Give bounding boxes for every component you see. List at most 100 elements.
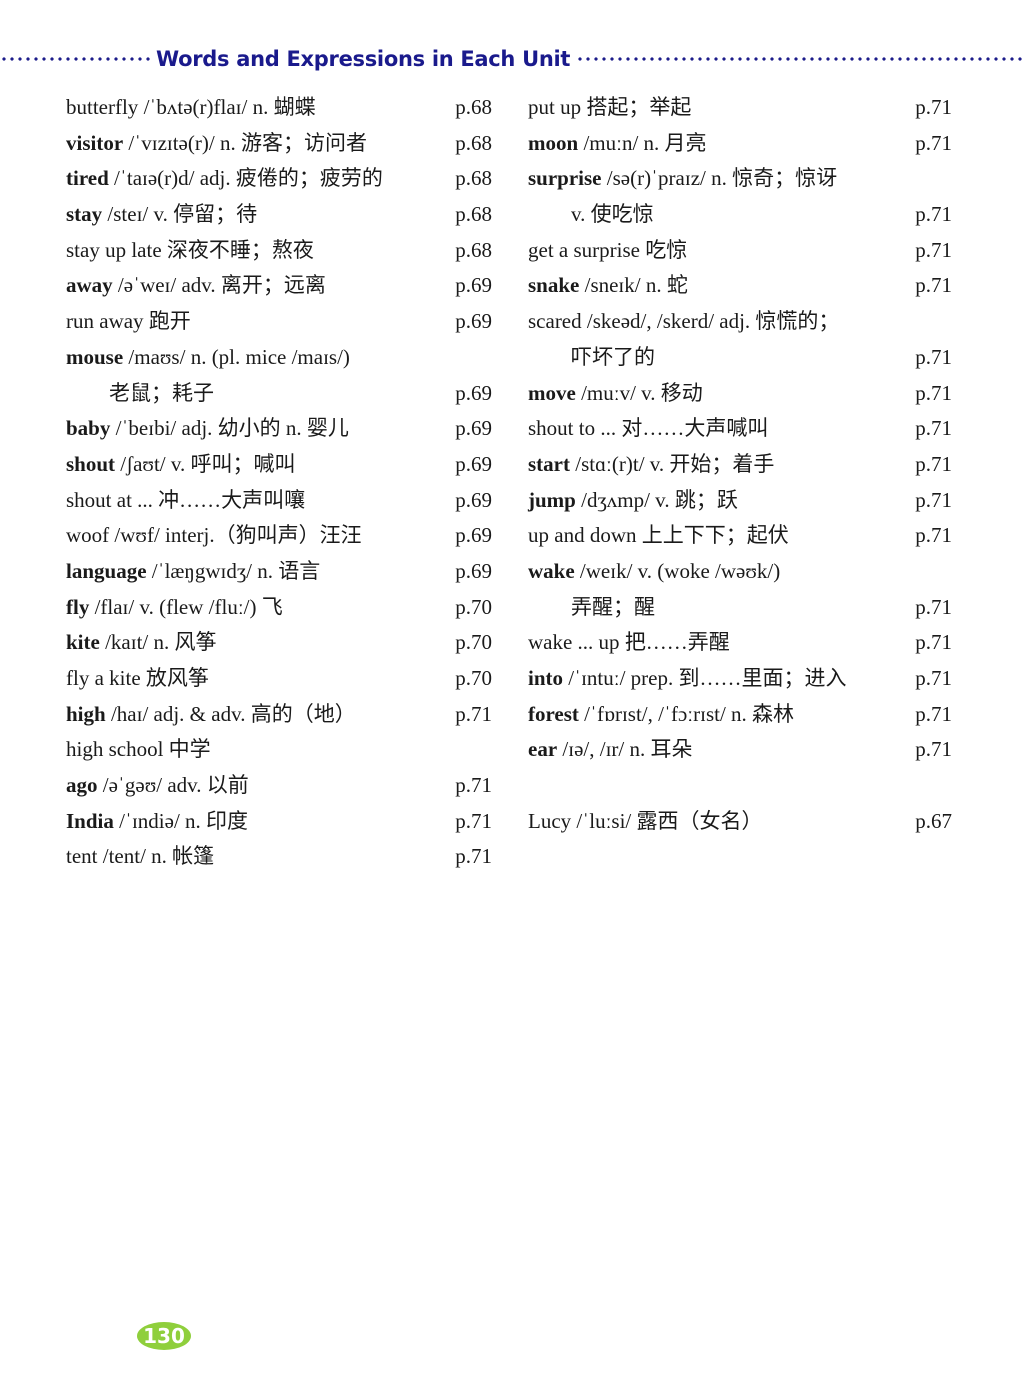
page-reference: p.71 <box>915 202 952 227</box>
definition: v. 使吃惊 <box>571 202 654 227</box>
page-reference: p.71 <box>915 666 952 690</box>
headword: visitor <box>66 130 124 155</box>
vocab-entry: away /əˈweɪ/ adv. 离开；远离 p.69 <box>66 268 496 304</box>
page-reference: p.71 <box>915 95 952 119</box>
headword: forest <box>528 701 579 726</box>
headword: butterfly <box>66 95 139 119</box>
vocab-entry: fly /flaɪ/ v. (flew /fluː/) 飞 p.70 <box>66 590 496 626</box>
definition: 冲……大声叫嚷 <box>152 487 306 512</box>
page-reference: p.71 <box>915 380 952 405</box>
definition: 中学 <box>163 737 211 762</box>
page-reference: p.71 <box>915 737 952 762</box>
vocab-entry: high /haɪ/ adj. & adv. 高的（地） p.71 <box>66 697 496 733</box>
headword: run away <box>66 309 144 334</box>
page-reference: p.71 <box>455 701 492 726</box>
definition: 弄醒；醒 <box>571 594 655 619</box>
vocab-entry: kite /kaɪt/ n. 风筝 p.70 <box>66 625 496 661</box>
headword: surprise <box>528 166 602 191</box>
headword: get a surprise <box>528 237 640 262</box>
headword: snake <box>528 273 580 298</box>
headword: put up <box>528 95 582 119</box>
definition: /weɪk/ v. (woke /wəʊk/) <box>574 558 781 583</box>
definition: /sə(r)ˈpraɪz/ n. 惊奇；惊讶 <box>601 166 838 191</box>
vocab-entry: move /muːv/ v. 移动 p.71 <box>528 376 958 412</box>
vocab-entry: ago /əˈgəʊ/ adv. 以前 p.71 <box>66 768 496 804</box>
vocab-entry: ear /ɪə/, /ɪr/ n. 耳朵 p.71 <box>528 732 958 768</box>
definition: /dʒʌmp/ v. 跳；跃 <box>575 487 738 512</box>
vocab-entry: scared /skeəd/, /skerd/ adj. 惊慌的； <box>528 304 958 340</box>
page-reference: p.71 <box>915 237 952 262</box>
headword: high school <box>66 737 164 762</box>
definition: /əˈweɪ/ adv. 离开；远离 <box>112 273 326 298</box>
headword: India <box>66 808 114 833</box>
definition: 上上下下；起伏 <box>636 523 789 548</box>
vocab-entry: jump /dʒʌmp/ v. 跳；跃 p.71 <box>528 483 958 519</box>
vocab-entry: shout to ... 对……大声喊叫 p.71 <box>528 411 958 447</box>
vocab-entry: mouse /maʊs/ n. (pl. mice /maɪs/) <box>66 340 496 376</box>
definition: /muːn/ n. 月亮 <box>578 130 707 155</box>
headword: high <box>66 701 106 726</box>
headword: wake ... up <box>528 630 620 655</box>
definition: /ˈlæŋgwɪdʒ/ n. 语言 <box>146 558 321 583</box>
headword: mouse <box>66 344 124 369</box>
definition: /ˈluːsi/ 露西（女名） <box>571 808 763 833</box>
page-reference: p.69 <box>455 523 492 548</box>
definition: /ˈfɒrɪst/, /ˈfɔːrɪst/ n. 森林 <box>578 701 795 726</box>
headword: into <box>528 666 564 690</box>
page-reference: p.70 <box>455 666 492 690</box>
page-reference: p.68 <box>455 237 492 262</box>
definition: /muːv/ v. 移动 <box>575 380 703 405</box>
headword: start <box>528 451 570 476</box>
vocab-entry: v. 使吃惊 p.71 <box>528 197 958 233</box>
vocab-entry: stay /steɪ/ v. 停留；待 p.68 <box>66 197 496 233</box>
page-reference: p.69 <box>455 558 492 583</box>
page-reference: p.69 <box>455 273 492 298</box>
vocab-entry: up and down 上上下下；起伏 p.71 <box>528 518 958 554</box>
page-reference: p.69 <box>455 416 492 441</box>
page-number-badge: 130 <box>137 1322 191 1350</box>
definition: 吓坏了的 <box>571 344 655 369</box>
spacer <box>528 768 958 804</box>
vocab-entry: tent /tent/ n. 帐篷 p.71 <box>66 839 496 875</box>
headword: ear <box>528 737 558 762</box>
page-reference: p.68 <box>455 95 492 119</box>
headword: jump <box>528 487 576 512</box>
vocab-entry: language /ˈlæŋgwɪdʒ/ n. 语言 p.69 <box>66 554 496 590</box>
headword: moon <box>528 130 579 155</box>
definition: /ˈɪntuː/ prep. 到……里面；进入 <box>563 666 847 690</box>
definition: /ˈbeɪbi/ adj. 幼小的 n. 婴儿 <box>110 416 349 441</box>
vocab-entry: get a surprise 吃惊 p.71 <box>528 233 958 269</box>
headword: shout <box>66 451 116 476</box>
page-reference: p.68 <box>455 166 492 191</box>
definition: /ˈbʌtə(r)flaɪ/ n. 蝴蝶 <box>138 95 316 119</box>
headword: tired <box>66 166 109 191</box>
definition: /flaɪ/ v. (flew /fluː/) 飞 <box>89 594 283 619</box>
vocab-entry: wake ... up 把……弄醒 p.71 <box>528 625 958 661</box>
vocab-entry: visitor /ˈvɪzɪtə(r)/ n. 游客；访问者 p.68 <box>66 126 496 162</box>
page-reference: p.68 <box>455 130 492 155</box>
definition: /skeəd/, /skerd/ adj. 惊慌的； <box>581 309 840 334</box>
page-reference: p.69 <box>455 380 492 405</box>
vocab-entry: surprise /sə(r)ˈpraɪz/ n. 惊奇；惊讶 <box>528 161 958 197</box>
headword: language <box>66 558 147 583</box>
headword: woof <box>66 523 110 548</box>
page-reference: p.71 <box>915 130 952 155</box>
page-reference: p.71 <box>915 630 952 655</box>
page-reference: p.71 <box>455 844 492 869</box>
vocab-entry: wake /weɪk/ v. (woke /wəʊk/) <box>528 554 958 590</box>
headword: scared <box>528 309 582 334</box>
page-reference: p.70 <box>455 594 492 619</box>
headword: kite <box>66 630 100 655</box>
vocab-entry: put up 搭起；举起 p.71 <box>528 90 958 126</box>
vocab-entry: Lucy /ˈluːsi/ 露西（女名） p.67 <box>528 804 958 840</box>
section-title: Words and Expressions in Each Unit <box>156 47 571 71</box>
page-reference: p.71 <box>915 523 952 548</box>
page-reference: p.71 <box>915 451 952 476</box>
vocab-entry: baby /ˈbeɪbi/ adj. 幼小的 n. 婴儿 p.69 <box>66 411 496 447</box>
definition: 对……大声喊叫 <box>616 416 769 441</box>
definition: /haɪ/ adj. & adv. 高的（地） <box>105 701 356 726</box>
page-reference: p.71 <box>915 487 952 512</box>
headword: stay <box>66 202 103 227</box>
dotted-rule <box>576 57 1024 61</box>
headword: Lucy <box>528 808 572 833</box>
